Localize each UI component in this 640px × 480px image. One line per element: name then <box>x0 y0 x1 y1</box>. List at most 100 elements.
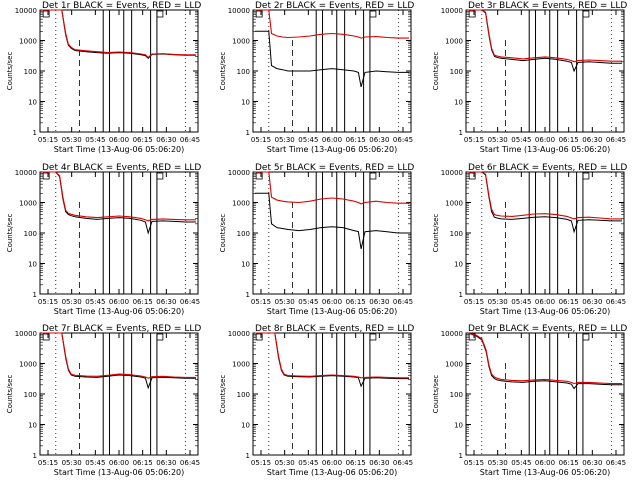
y-tick-label: 10 <box>28 99 37 107</box>
y-tick-label: 10000 <box>15 330 37 338</box>
y-axis-label: Counts/sec <box>432 214 440 253</box>
x-tick-label: 06:30 <box>156 136 176 144</box>
x-tick-label: 06:00 <box>109 459 129 467</box>
lld-series-line <box>42 9 196 59</box>
x-tick-label: 05:30 <box>275 459 295 467</box>
y-tick-label: 100 <box>24 391 37 399</box>
lld-series-line <box>255 171 409 205</box>
small-marker-box <box>468 172 476 180</box>
small-marker-box <box>42 172 50 180</box>
panel-det-8: Det 8r BLACK = Events, RED = LLD 1 10 100 10… <box>219 324 414 477</box>
panel-title: Det 4r BLACK = Events, RED = LLD <box>42 163 201 173</box>
y-tick-label: 1 <box>246 291 250 299</box>
plot-frame <box>39 9 199 133</box>
y-tick-label: 10 <box>454 99 463 107</box>
small-marker-box <box>156 333 164 341</box>
x-tick-label: 06:15 <box>559 298 579 306</box>
x-tick-label: 06:45 <box>180 298 200 306</box>
events-series-line <box>468 171 622 234</box>
x-tick-label: 05:30 <box>62 136 82 144</box>
small-marker-box <box>582 172 590 180</box>
y-axis-label: Counts/sec <box>219 52 227 91</box>
x-tick-label: 05:15 <box>464 136 484 144</box>
panel-title: Det 1r BLACK = Events, RED = LLD <box>42 1 201 11</box>
x-tick-label: 06:30 <box>582 136 602 144</box>
x-tick-label: 06:45 <box>606 298 626 306</box>
x-axis-label: Start Time (13-Aug-06 05:06:20) <box>267 307 398 316</box>
y-tick-label: 1 <box>246 129 250 137</box>
x-axis-label: Start Time (13-Aug-06 05:06:20) <box>480 307 611 316</box>
panel-title: Det 3r BLACK = Events, RED = LLD <box>468 1 627 11</box>
y-axis-label: Counts/sec <box>6 52 14 91</box>
y-axis-label: Counts/sec <box>219 375 227 414</box>
panel-det-2: Det 2r BLACK = Events, RED = LLD 1 10 100 10… <box>219 1 414 154</box>
y-tick-label: 1 <box>459 452 463 460</box>
small-marker-box <box>582 10 590 18</box>
panel-title: Det 6r BLACK = Events, RED = LLD <box>468 163 627 173</box>
y-axis-label: Counts/sec <box>6 214 14 253</box>
x-tick-label: 05:30 <box>275 298 295 306</box>
y-tick-label: 1000 <box>232 200 250 208</box>
y-tick-label: 100 <box>24 230 37 238</box>
y-tick-label: 100 <box>450 230 463 238</box>
x-tick-label: 06:15 <box>559 136 579 144</box>
y-tick-label: 10000 <box>15 7 37 15</box>
y-tick-label: 100 <box>450 391 463 399</box>
x-tick-label: 06:00 <box>322 459 342 467</box>
x-tick-label: 06:00 <box>535 298 555 306</box>
x-tick-label: 05:15 <box>38 298 58 306</box>
plot-frame <box>252 171 412 295</box>
y-tick-label: 10 <box>241 422 250 430</box>
x-tick-label: 05:30 <box>488 298 508 306</box>
x-tick-label: 06:30 <box>369 136 389 144</box>
y-axis-label: Counts/sec <box>432 375 440 414</box>
small-marker-box <box>42 333 50 341</box>
x-tick-label: 06:30 <box>582 459 602 467</box>
x-tick-label: 05:15 <box>38 459 58 467</box>
x-tick-label: 05:45 <box>85 298 105 306</box>
x-tick-label: 06:15 <box>559 459 579 467</box>
small-marker-box <box>369 10 377 18</box>
panel-det-5: Det 5r BLACK = Events, RED = LLD 1 10 100 10… <box>219 163 414 316</box>
y-tick-label: 10000 <box>228 7 250 15</box>
y-tick-label: 10000 <box>228 330 250 338</box>
x-tick-label: 06:00 <box>535 459 555 467</box>
x-tick-label: 05:45 <box>85 459 105 467</box>
y-tick-label: 10 <box>454 422 463 430</box>
y-tick-label: 1000 <box>445 361 463 369</box>
x-axis-label: Start Time (13-Aug-06 05:06:20) <box>54 307 185 316</box>
y-tick-label: 10000 <box>228 169 250 177</box>
panel-det-4: Det 4r BLACK = Events, RED = LLD 1 10 100 10… <box>6 163 201 316</box>
x-tick-label: 06:00 <box>322 136 342 144</box>
x-tick-label: 05:30 <box>62 459 82 467</box>
y-tick-label: 1000 <box>232 38 250 46</box>
x-tick-label: 06:15 <box>133 459 153 467</box>
small-marker-box <box>582 333 590 341</box>
x-tick-label: 05:45 <box>511 136 531 144</box>
y-tick-label: 100 <box>24 68 37 76</box>
y-tick-label: 1000 <box>232 361 250 369</box>
y-tick-label: 10000 <box>441 7 463 15</box>
lld-series-line <box>468 9 622 63</box>
lld-series-line <box>42 332 196 379</box>
x-tick-label: 06:45 <box>393 298 413 306</box>
x-tick-label: 05:15 <box>251 298 271 306</box>
x-tick-label: 06:45 <box>180 136 200 144</box>
lld-series-line <box>468 171 622 220</box>
x-axis-label: Start Time (13-Aug-06 05:06:20) <box>480 145 611 154</box>
x-axis-label: Start Time (13-Aug-06 05:06:20) <box>267 468 398 477</box>
panel-title: Det 9r BLACK = Events, RED = LLD <box>468 324 627 334</box>
y-tick-label: 100 <box>237 391 250 399</box>
panel-det-7: Det 7r BLACK = Events, RED = LLD 1 10 100 10… <box>6 324 201 477</box>
y-tick-label: 10000 <box>15 169 37 177</box>
y-tick-label: 10 <box>454 261 463 269</box>
lld-series-line <box>255 9 409 39</box>
plot-frame <box>465 332 625 456</box>
y-tick-label: 10000 <box>441 169 463 177</box>
events-series-line <box>255 30 409 88</box>
y-axis-label: Counts/sec <box>6 375 14 414</box>
panel-title: Det 8r BLACK = Events, RED = LLD <box>255 324 414 334</box>
x-tick-label: 06:45 <box>393 136 413 144</box>
x-tick-label: 05:30 <box>488 136 508 144</box>
x-tick-label: 06:30 <box>156 459 176 467</box>
